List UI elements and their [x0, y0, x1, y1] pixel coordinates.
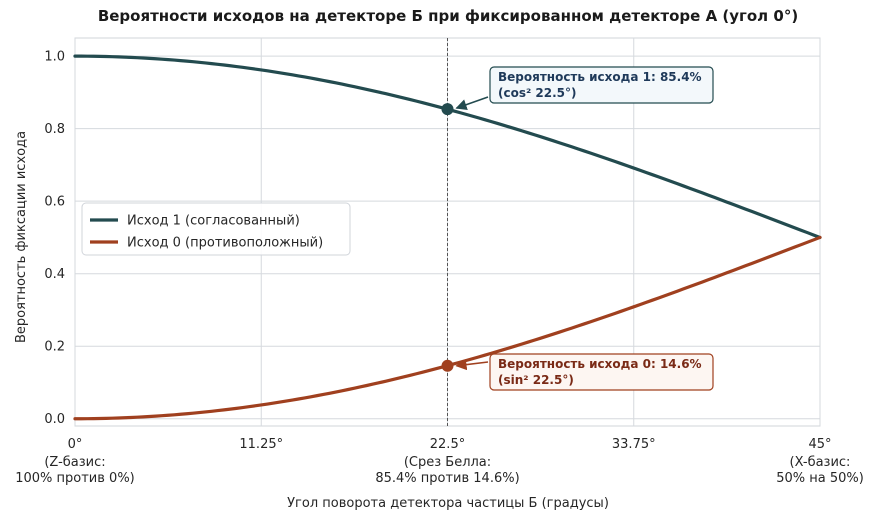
y-tick-label: 0.4: [44, 267, 65, 282]
annotation-box: [489, 66, 714, 104]
x-tick-label: 33.75°: [612, 437, 656, 452]
legend-box: [81, 202, 351, 256]
x-axis-ticks: 0° (Z-базис:100% против 0%) 11.25° 22.5° (Ср…: [15, 437, 864, 486]
x-tick-sublabel: 85.4% против 14.6%): [375, 471, 519, 486]
y-tick-label: 0.6: [44, 195, 65, 210]
x-tick-sublabel: (Срез Белла:: [404, 455, 491, 470]
y-tick-label: 1.0: [44, 50, 65, 65]
annotations: Вероятность исхода 1: 85.4%(cos² 22.5°)В…: [455, 66, 714, 391]
annotation-arrow: [455, 96, 489, 111]
annotation-arrow: [455, 359, 489, 371]
chart-title: Вероятности исходов на детекторе Б при ф…: [98, 7, 798, 25]
x-tick-sublabel: (X-базис:: [790, 455, 851, 470]
highlight-points: [441, 103, 454, 372]
annotation-line: Вероятность исхода 1: 85.4%: [498, 70, 702, 84]
x-tick-label: 22.5°: [430, 437, 465, 452]
legend-entry: Исход 0 (противоположный): [127, 236, 323, 251]
x-axis-label: Угол поворота детектора частицы Б (граду…: [287, 496, 609, 511]
x-tick-sublabel: (Z-базис:: [44, 455, 105, 470]
y-tick-label: 0.0: [44, 412, 65, 427]
y-tick-label: 0.2: [44, 340, 65, 355]
legend: Исход 1 (согласованный) Исход 0 (противоп…: [81, 202, 351, 256]
y-axis-ticks: 0.0 0.2 0.4 0.6 0.8 1.0: [44, 50, 65, 428]
x-tick-label: 0°: [68, 437, 83, 452]
highlight-point-outcome-0: [441, 359, 454, 372]
x-tick-label: 45°: [808, 437, 831, 452]
y-axis-label: Вероятность фиксации исхода: [14, 131, 29, 343]
x-tick-sublabel: 100% против 0%): [15, 471, 135, 486]
annotation-line: (cos² 22.5°): [498, 86, 577, 100]
highlight-point-outcome-1: [441, 103, 454, 116]
y-tick-label: 0.8: [44, 122, 65, 137]
x-tick-label: 11.25°: [239, 437, 283, 452]
annotation-box: [489, 353, 714, 391]
annotation-line: Вероятность исхода 0: 14.6%: [498, 357, 702, 371]
legend-entry: Исход 1 (согласованный): [127, 214, 300, 229]
annotation-line: (sin² 22.5°): [498, 373, 574, 387]
x-tick-sublabel: 50% на 50%): [776, 471, 864, 486]
annotation-outcome-0: Вероятность исхода 0: 14.6% (sin² 22.5°): [455, 353, 714, 391]
annotation-outcome-1: Вероятность исхода 1: 85.4% (cos² 22.5°): [455, 66, 714, 111]
